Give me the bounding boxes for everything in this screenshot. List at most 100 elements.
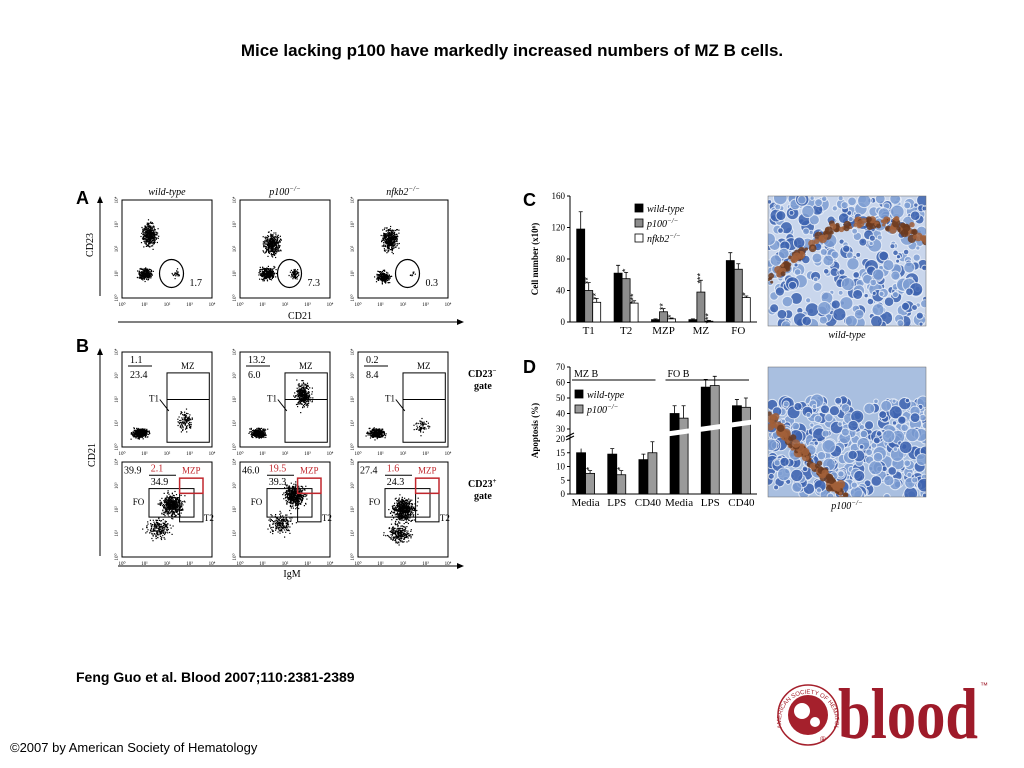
flow-dot: [147, 225, 149, 227]
flow-dot: [186, 425, 188, 427]
flow-dot: [263, 241, 265, 243]
arrow-head: [457, 319, 464, 325]
genotype-label-base: wild-type: [148, 187, 186, 198]
flow-dot: [150, 527, 153, 530]
flow-dot: [261, 427, 263, 429]
flow-dot: [150, 234, 152, 236]
flow-dot: [135, 437, 137, 439]
genotype-label-sup: −/−: [408, 185, 420, 193]
flow-dot: [296, 494, 298, 496]
flow-dot: [278, 250, 280, 252]
flow-dot: [161, 505, 164, 507]
x-decade-label: 10¹: [141, 302, 148, 308]
flow-dot: [274, 252, 276, 254]
mzp-gate: [178, 477, 204, 495]
flow-dot: [263, 273, 265, 275]
flow-dot: [149, 239, 151, 241]
flow-dot: [381, 283, 383, 285]
flow-dot: [146, 271, 148, 274]
flow-dot: [160, 525, 162, 527]
flow-dot: [173, 508, 175, 510]
flow-dot: [181, 424, 183, 426]
panel-label: B: [76, 336, 89, 356]
flow-dot: [302, 392, 304, 394]
flow-dot: [147, 235, 149, 237]
flow-dot: [273, 245, 275, 247]
flow-dot: [262, 279, 264, 281]
flow-dot: [187, 419, 189, 421]
flow-dot: [385, 278, 387, 280]
flow-dot: [384, 279, 387, 281]
flow-dot: [142, 428, 144, 431]
flow-dot: [372, 430, 374, 432]
flow-dot: [382, 279, 384, 281]
flow-dot: [171, 504, 173, 506]
flow-dot: [145, 232, 147, 234]
flow-dot: [380, 435, 383, 438]
flow-dot: [166, 500, 168, 503]
flow-dot: [256, 432, 258, 434]
flow-dot: [418, 429, 420, 431]
flow-dot: [141, 275, 143, 277]
flow-dot: [182, 504, 184, 506]
flow-dot: [388, 236, 390, 239]
flow-dot: [141, 226, 143, 229]
flow-dot: [140, 428, 142, 430]
flow-dot: [140, 271, 142, 274]
flow-dot: [392, 244, 394, 246]
flow-dot: [145, 276, 147, 278]
flow-dot: [172, 509, 174, 511]
flow-dot: [189, 419, 191, 421]
flow-dot: [182, 427, 184, 429]
flow-dot: [289, 505, 291, 508]
flow-dot: [398, 232, 400, 234]
flow-dot: [260, 273, 262, 275]
flow-dot: [299, 388, 301, 390]
flow-dot: [143, 229, 145, 231]
flow-dot: [143, 232, 145, 234]
flow-dot: [273, 273, 275, 275]
flow-dot: [299, 400, 301, 402]
flow-dot: [393, 240, 395, 242]
flow-dot: [383, 233, 385, 235]
flow-dot: [378, 430, 380, 432]
flow-dot: [289, 504, 292, 506]
gate-value: 23.4: [130, 370, 148, 381]
flow-dot: [149, 238, 151, 240]
flow-dot: [380, 432, 382, 434]
flow-dot: [295, 500, 297, 502]
flow-dot: [157, 522, 159, 524]
y-decade-label: 10⁰: [114, 294, 120, 301]
flow-dot: [415, 423, 417, 425]
flow-dot: [376, 433, 378, 435]
flow-dot: [392, 239, 394, 241]
flow-dot: [264, 241, 266, 243]
flow-dot: [392, 231, 394, 233]
flow-dot: [178, 507, 180, 509]
flow-dot: [286, 494, 289, 496]
flow-dot: [181, 506, 183, 508]
flow-dot: [271, 240, 273, 243]
flow-dot: [163, 522, 165, 525]
flow-dot: [259, 431, 262, 433]
flow-dot: [267, 247, 269, 249]
flow-dot: [422, 422, 424, 424]
flow-dot: [166, 501, 169, 503]
flow-dot: [373, 430, 375, 432]
flow-dot: [274, 248, 276, 250]
flow-dot: [304, 402, 306, 404]
flow-dot: [184, 411, 186, 413]
flow-dot: [141, 232, 143, 234]
flow-dot: [144, 229, 146, 231]
flow-dot: [294, 396, 296, 398]
flow-dot: [271, 244, 273, 246]
flow-dot: [145, 432, 147, 434]
flow-dot: [303, 391, 305, 393]
flow-dot: [378, 429, 381, 431]
flow-dot: [292, 496, 294, 499]
flow-dot: [171, 492, 173, 494]
flow-dot: [175, 505, 178, 507]
flow-dot: [181, 502, 183, 504]
flow-dot: [141, 435, 143, 437]
flow-dot: [267, 271, 269, 273]
